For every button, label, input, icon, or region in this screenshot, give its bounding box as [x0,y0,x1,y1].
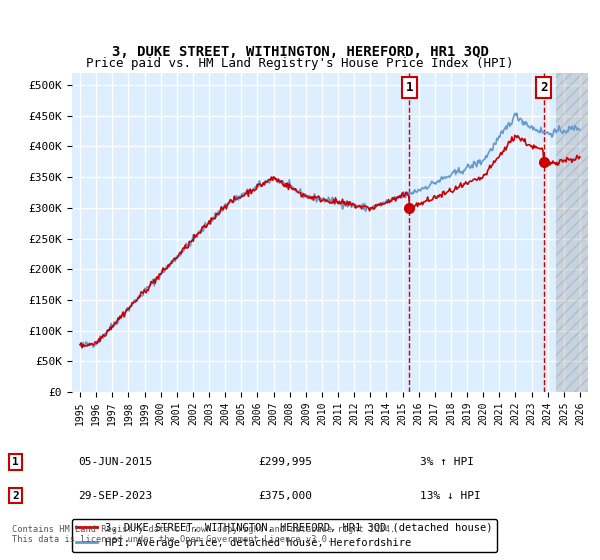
Text: £299,995: £299,995 [258,457,312,467]
Text: 13% ↓ HPI: 13% ↓ HPI [420,491,481,501]
Text: 05-JUN-2015: 05-JUN-2015 [78,457,152,467]
Text: 2: 2 [540,81,547,94]
Text: 2: 2 [12,491,19,501]
Text: 1: 1 [406,81,413,94]
Legend: 3, DUKE STREET, WITHINGTON, HEREFORD, HR1 3QD (detached house), HPI: Average pri: 3, DUKE STREET, WITHINGTON, HEREFORD, HR… [72,519,497,552]
Text: Contains HM Land Registry data © Crown copyright and database right 2024.
This d: Contains HM Land Registry data © Crown c… [12,525,395,544]
Text: 1: 1 [12,457,19,467]
Text: Price paid vs. HM Land Registry's House Price Index (HPI): Price paid vs. HM Land Registry's House … [86,57,514,70]
Bar [556,73,588,392]
Text: 3, DUKE STREET, WITHINGTON, HEREFORD, HR1 3QD: 3, DUKE STREET, WITHINGTON, HEREFORD, HR… [112,45,488,59]
Text: 3% ↑ HPI: 3% ↑ HPI [420,457,474,467]
Text: £375,000: £375,000 [258,491,312,501]
Text: 29-SEP-2023: 29-SEP-2023 [78,491,152,501]
